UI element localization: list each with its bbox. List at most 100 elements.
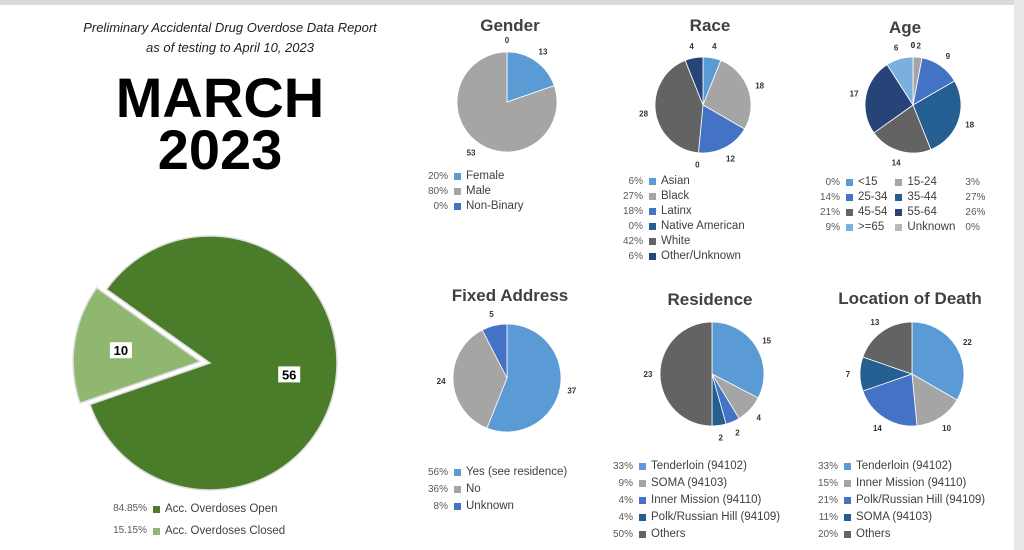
legend-label: 45-54	[858, 206, 888, 218]
legend-label: Asian	[661, 175, 690, 187]
legend-item-tenderloin-94102: 33% Tenderloin (94102)	[810, 458, 985, 475]
legend-swatch	[639, 480, 646, 487]
legend-percent: 36%	[427, 484, 448, 495]
legend-label: Others	[651, 528, 686, 540]
pie-slice-tenderloin-94102	[711, 321, 765, 399]
data-label-inner-mission-94110: 10	[942, 424, 951, 433]
legend-swatch	[895, 209, 903, 216]
status-pie-chart: 56 10	[72, 235, 338, 491]
legend-percent: 11%	[818, 512, 838, 523]
legend-item-15-24: 15-24 3%	[895, 175, 985, 190]
report-month: MARCH	[115, 66, 325, 129]
legend-label: Polk/Russian Hill (94109)	[651, 511, 781, 523]
residence-legend: 33% Tenderloin (94102) 9% SOMA (94103) 4% Inn…	[605, 458, 780, 543]
legend-swatch	[846, 209, 853, 216]
legend-label: Unknown	[466, 500, 514, 512]
legend-swatch	[649, 223, 656, 230]
pie-slice-35-44	[912, 80, 962, 151]
legend-percent: 0%	[825, 177, 840, 188]
legend-percent: 27%	[622, 191, 643, 202]
race-chart-title: Race	[689, 16, 731, 35]
legend-percent: 14%	[819, 192, 840, 203]
data-label-15-24: 2	[916, 41, 921, 50]
age-legend: 0% <15 15-24 3% 14% 25-34 35-44 27% 21% 45-54 55-6…	[812, 175, 985, 235]
report-subtitle: as of testing to April 10, 2023	[146, 40, 314, 55]
data-label-55-64: 17	[850, 90, 859, 99]
legend-swatch	[895, 224, 903, 231]
data-label-box	[109, 342, 132, 359]
age-chart-title: Age	[888, 18, 922, 37]
data-label-black: 18	[755, 81, 764, 90]
legend-swatch	[454, 173, 461, 180]
data-label-other-unknown: 4	[689, 42, 694, 51]
data-label-45-54: 14	[892, 159, 901, 168]
legend-item-native-american: 0% Native American	[615, 219, 745, 234]
legend-item-soma-94103: 9% SOMA (94103)	[605, 475, 780, 492]
legend-percent: 21%	[817, 495, 838, 506]
data-label-female: 13	[539, 47, 548, 56]
pie-slice-acc-overdoses-open	[89, 235, 338, 491]
legend-swatch	[649, 238, 656, 245]
legend-label: Inner Mission (94110)	[651, 494, 762, 506]
pie-slice-tenderloin-94102	[911, 321, 965, 401]
legend-percent: 33%	[817, 461, 838, 472]
legend-percent: 20%	[817, 529, 838, 540]
legend-label: <15	[858, 176, 878, 188]
pie-slice-45-54	[873, 104, 932, 154]
data-label-soma-94103: 7	[846, 370, 851, 379]
legend-item-acc-overdoses-open: 84.85% Acc. Overdoses Open	[105, 498, 285, 520]
legend-label: 25-34	[858, 191, 888, 203]
legend-item-others: 20% Others	[810, 526, 985, 543]
legend-swatch	[895, 179, 903, 186]
pie-slice-unknown	[481, 323, 508, 379]
legend-label: Tenderloin (94102)	[651, 460, 747, 472]
pie-slice-polk-russian-hill-94109	[862, 373, 918, 427]
legend-swatch	[649, 208, 656, 215]
data-label-asian: 4	[712, 42, 717, 51]
pie-slice-others	[659, 321, 713, 427]
legend-item-acc-overdoses-closed: 15.15% Acc. Overdoses Closed	[105, 520, 285, 542]
data-label-tenderloin-94102: 22	[963, 338, 972, 347]
data-label-male: 53	[467, 149, 476, 158]
location-of-death-legend: 33% Tenderloin (94102) 15% Inner Mission (9…	[810, 458, 985, 543]
top-frame-bar	[0, 0, 1024, 5]
legend-percent: 15.15%	[113, 525, 147, 536]
legend-label: Inner Mission (94110)	[856, 477, 967, 489]
legend-percent: 84.85%	[113, 503, 147, 514]
legend-swatch	[844, 497, 851, 504]
pie-slice-latinx	[698, 104, 746, 154]
data-label-unknown: 0	[911, 41, 916, 50]
legend-label: Female	[466, 170, 505, 182]
legend-label: 35-44	[907, 191, 937, 203]
data-label-latinx: 12	[726, 154, 735, 163]
pie-slice-acc-overdoses-closed	[72, 286, 202, 405]
legend-item-35-44: 35-44 27%	[895, 190, 985, 205]
legend-percent: 0%	[628, 221, 643, 232]
pie-slice-inner-mission-94110	[911, 373, 958, 427]
legend-label: SOMA (94103)	[651, 477, 728, 489]
data-label-non-binary: 0	[505, 36, 510, 45]
location-of-death-pie-chart: 22 10 14 7 13	[846, 318, 973, 433]
legend-label: Acc. Overdoses Closed	[165, 525, 286, 537]
legend-percent: 27%	[965, 192, 986, 203]
legend-swatch	[639, 463, 646, 470]
report-year: 2023	[157, 118, 283, 181]
data-label-acc-overdoses-closed: 10	[114, 343, 128, 358]
data-label-yes-see-residence: 37	[567, 386, 576, 395]
gender-pie-chart: 13 53 0	[456, 36, 558, 158]
legend-percent: 8%	[433, 501, 448, 512]
legend-percent: 42%	[622, 236, 643, 247]
legend-label: Yes (see residence)	[466, 466, 568, 478]
pie-slice-no	[452, 329, 508, 429]
race-legend: 6% Asian 27% Black 18% Latinx 0% Native America…	[615, 174, 745, 264]
legend-swatch	[895, 194, 903, 201]
legend-item-inner-mission-94110: 15% Inner Mission (94110)	[810, 475, 985, 492]
pie-slice-yes-see-residence	[486, 323, 562, 433]
legend-swatch	[846, 179, 853, 186]
legend-label: Others	[856, 528, 891, 540]
data-label-25-34: 9	[946, 52, 951, 61]
legend-item-latinx: 18% Latinx	[615, 204, 745, 219]
location-of-death-chart-title: Location of Death	[838, 289, 982, 308]
data-label-tenderloin-94102: 15	[762, 337, 771, 346]
pie-slice-white	[654, 59, 704, 154]
